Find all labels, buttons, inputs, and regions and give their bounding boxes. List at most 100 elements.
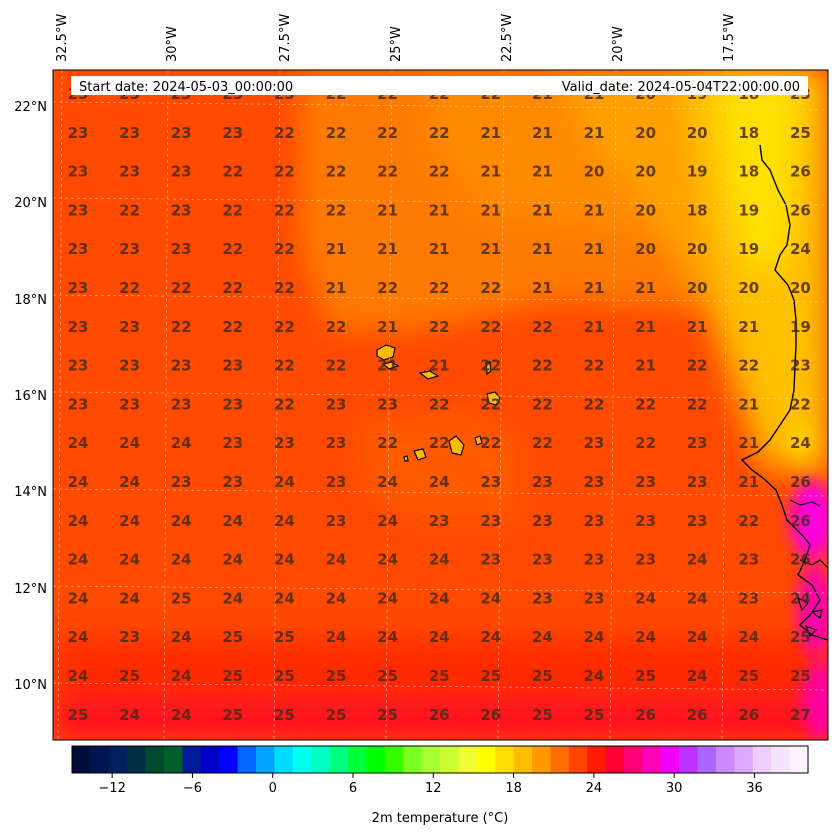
colorbar-swatch (127, 746, 147, 773)
colorbar-swatch (274, 746, 294, 773)
temperature-value: 24 (274, 589, 295, 607)
colorbar-swatch (532, 746, 551, 773)
temperature-value: 20 (790, 279, 811, 297)
temperature-value: 22 (171, 279, 192, 297)
colorbar-swatch (164, 746, 183, 773)
temperature-value: 23 (68, 124, 89, 142)
temperature-value: 23 (171, 473, 192, 491)
temperature-value: 22 (377, 434, 398, 452)
temperature-value: 24 (584, 628, 605, 646)
lat-label: 20°N (14, 196, 47, 211)
cape-verde-islands (376, 344, 501, 462)
temperature-value: 19 (738, 201, 759, 219)
temperature-value: 22 (429, 279, 450, 297)
temperature-value: 25 (68, 706, 89, 724)
temperature-value: 19 (687, 163, 708, 181)
colorbar-swatch (72, 746, 91, 773)
temperature-value: 25 (790, 628, 811, 646)
temperature-value: 18 (738, 124, 759, 142)
lon-label: 25°W (389, 26, 404, 62)
colorbar-swatch (458, 746, 478, 773)
temperature-value: 24 (222, 589, 243, 607)
colorbar-tick-label: 0 (269, 781, 277, 796)
temperature-value: 22 (790, 395, 811, 413)
temperature-value: 22 (377, 124, 398, 142)
temperature-value: 22 (635, 395, 656, 413)
temperature-value: 23 (222, 473, 243, 491)
temperature-value: 23 (119, 163, 140, 181)
temperature-value: 24 (429, 473, 450, 491)
temperature-value: 23 (68, 357, 89, 375)
temperature-value: 23 (119, 240, 140, 258)
temperature-value: 26 (687, 706, 708, 724)
temperature-value: 24 (171, 512, 192, 530)
colorbar-swatch (421, 746, 441, 773)
temperature-value: 24 (377, 512, 398, 530)
temperature-value: 24 (480, 628, 501, 646)
temperature-value: 25 (532, 667, 553, 685)
temperature-value: 25 (171, 589, 192, 607)
lon-label: 32.5°W (55, 14, 70, 62)
temperature-value: 25 (790, 667, 811, 685)
temperature-value: 23 (171, 395, 192, 413)
temperature-value: 23 (687, 512, 708, 530)
colorbar-swatch (513, 746, 533, 773)
temperature-value: 21 (480, 201, 501, 219)
temperature-value: 24 (687, 628, 708, 646)
temperature-value: 22 (532, 395, 553, 413)
temperature-value: 23 (738, 551, 759, 569)
temperature-value: 24 (532, 628, 553, 646)
colorbar-tick-label: 30 (666, 781, 683, 796)
temperature-value: 23 (326, 473, 347, 491)
temperature-value: 21 (480, 240, 501, 258)
temperature-value: 23 (171, 201, 192, 219)
temperature-value: 21 (377, 318, 398, 336)
colorbar-ticks: −12 −6 0 6 12 18 24 30 36 (98, 773, 763, 796)
temperature-value: 26 (738, 706, 759, 724)
temperature-value: 23 (584, 473, 605, 491)
temperature-value: 23 (790, 357, 811, 375)
colorbar-swatch (329, 746, 349, 773)
colorbar-tick-label: 12 (425, 781, 442, 796)
temperature-value: 22 (480, 279, 501, 297)
temperature-value: 25 (326, 706, 347, 724)
temperature-value: 23 (532, 589, 553, 607)
temperature-value: 22 (326, 318, 347, 336)
temperature-value: 23 (119, 628, 140, 646)
latitude-labels: 22°N 20°N 18°N 16°N 14°N 12°N 10°N (14, 100, 47, 693)
temperature-value: 24 (480, 589, 501, 607)
temperature-value: 25 (790, 124, 811, 142)
temperature-value: 23 (480, 512, 501, 530)
temperature-value: 26 (790, 473, 811, 491)
temperature-value: 22 (222, 201, 243, 219)
temperature-value: 23 (119, 395, 140, 413)
colorbar-swatch (550, 746, 570, 773)
start-date: Start date: 2024-05-03_00:00:00 (79, 80, 293, 95)
temperature-value: 23 (532, 512, 553, 530)
temperature-value: 24 (119, 512, 140, 530)
temperature-value: 22 (222, 163, 243, 181)
temperature-value: 24 (171, 434, 192, 452)
colorbar-tick-label: 24 (586, 781, 603, 796)
temperature-value: 21 (377, 240, 398, 258)
temperature-value: 23 (222, 434, 243, 452)
temperature-value: 25 (377, 667, 398, 685)
temperature-value: 21 (377, 357, 398, 375)
temperature-value: 24 (274, 512, 295, 530)
colorbar-swatch (182, 746, 202, 773)
colorbar-swatch (734, 746, 754, 773)
temperature-value: 26 (429, 706, 450, 724)
temperature-value: 23 (377, 395, 398, 413)
lat-label: 16°N (14, 389, 47, 404)
temperature-value: 23 (222, 357, 243, 375)
colorbar-swatch (256, 746, 275, 773)
temperature-value: 24 (377, 628, 398, 646)
colorbar-swatch (219, 746, 239, 773)
temperature-value: 23 (429, 512, 450, 530)
temperature-value: 21 (687, 318, 708, 336)
temperature-value: 25 (326, 667, 347, 685)
colorbar-swatch (200, 746, 220, 773)
temperature-value: 24 (429, 551, 450, 569)
temperature-value: 24 (584, 667, 605, 685)
